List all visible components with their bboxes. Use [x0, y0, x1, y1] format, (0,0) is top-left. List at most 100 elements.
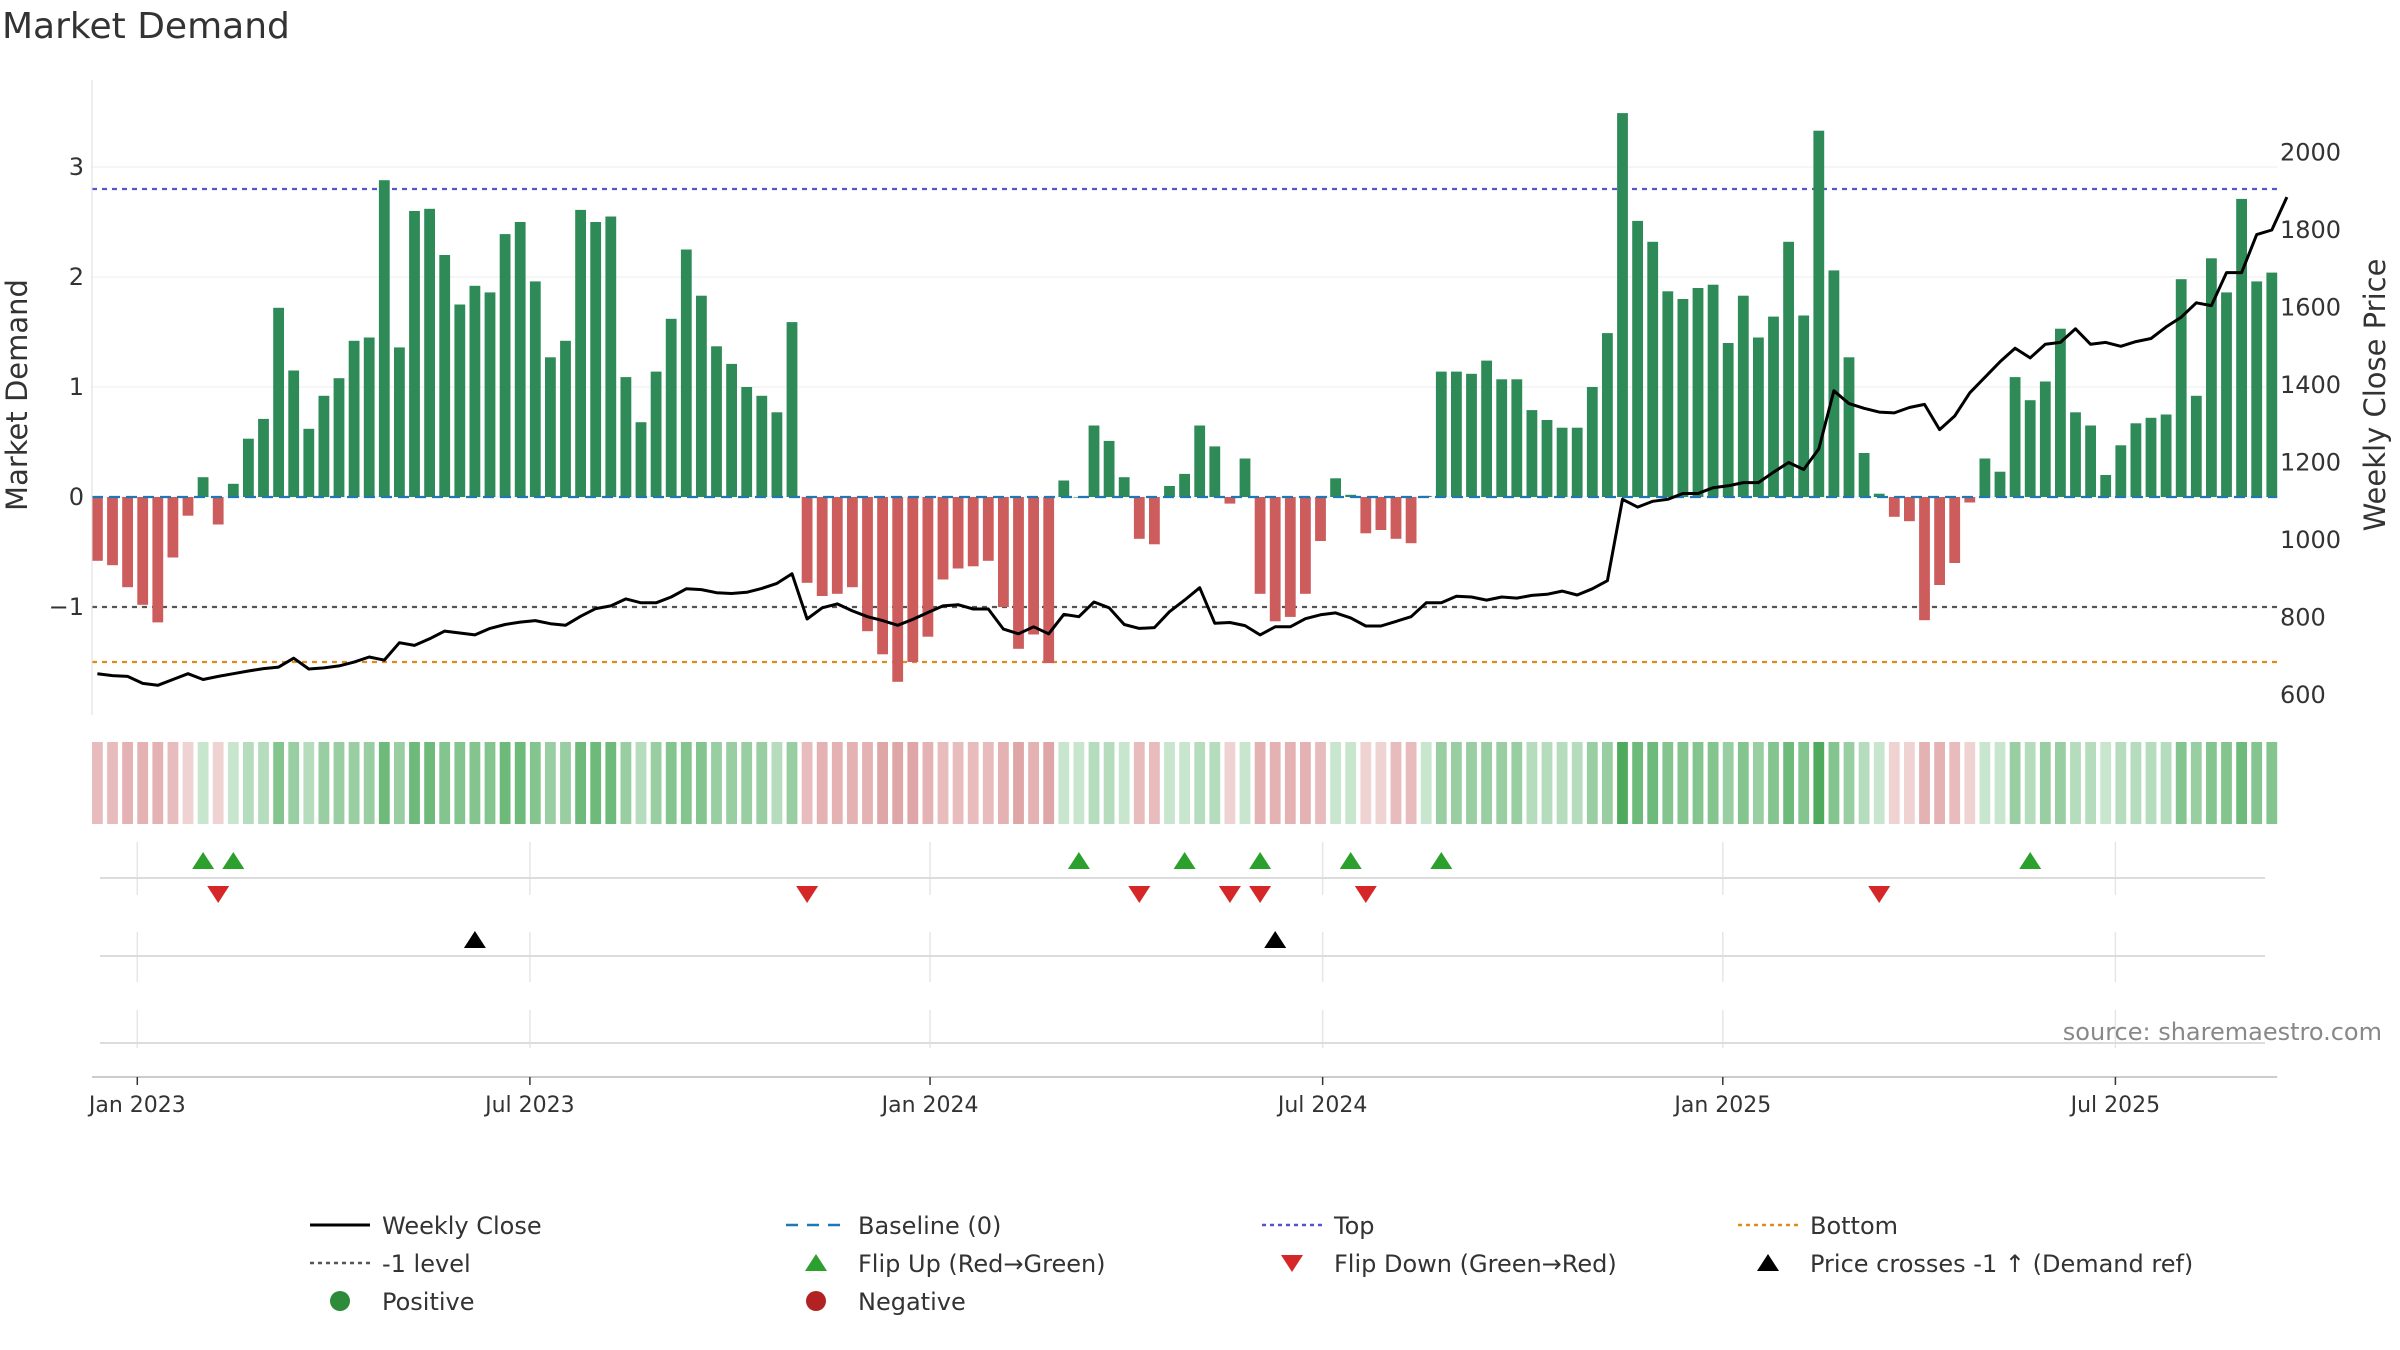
demand-bar-113: [1798, 315, 1810, 497]
heat-cell-91: [1466, 742, 1477, 824]
demand-bar-125: [1979, 458, 1991, 497]
demand-bar-10: [243, 438, 254, 497]
demand-bar-68: [1118, 477, 1130, 497]
heat-cell-79: [1284, 742, 1296, 824]
heat-cell-130: [2055, 742, 2066, 824]
legend-item-5: Flip Up (Red→Green): [805, 1250, 1106, 1278]
demand-bar-50: [847, 497, 858, 588]
demand-bar-110: [1753, 337, 1764, 497]
weekly-close-line: [97, 196, 2289, 687]
flip-up-marker-4: [1249, 852, 1272, 869]
heat-cell-129: [2039, 742, 2051, 824]
heat-cell-52: [877, 742, 888, 824]
demand-bar-55: [922, 497, 934, 637]
demand-bar-71: [1164, 486, 1175, 497]
heat-cell-142: [2236, 742, 2247, 824]
heat-cell-120: [1904, 742, 1915, 824]
demand-bar-24: [454, 304, 466, 497]
demand-bar-86: [1390, 497, 1402, 539]
heat-cell-126: [1994, 742, 2006, 824]
heat-cell-128: [2024, 742, 2036, 824]
demand-bar-8: [212, 497, 224, 525]
heat-cell-119: [1888, 742, 1900, 824]
demand-bar-98: [1571, 427, 1583, 497]
heat-cell-58: [967, 742, 979, 824]
heat-cell-87: [1405, 742, 1417, 824]
heat-cell-55: [922, 742, 934, 824]
heat-cell-62: [1028, 742, 1039, 824]
demand-bar-30: [545, 357, 556, 497]
demand-bar-114: [1813, 130, 1825, 497]
demand-bar-26: [484, 292, 496, 497]
demand-bar-3: [137, 497, 149, 605]
demand-bar-95: [1526, 410, 1538, 497]
heat-cell-28: [514, 742, 526, 824]
heat-cell-94: [1511, 742, 1523, 824]
heat-cell-41: [711, 742, 722, 824]
heat-cell-68: [1118, 742, 1130, 824]
demand-bar-94: [1511, 379, 1523, 497]
heat-cell-23: [439, 742, 451, 824]
heat-cell-141: [2221, 742, 2232, 824]
demand-bar-39: [680, 249, 692, 497]
heat-cell-92: [1481, 742, 1492, 824]
heat-cell-104: [1662, 742, 1674, 824]
demand-bar-135: [2130, 423, 2142, 497]
heat-cell-136: [2145, 742, 2157, 824]
demand-bar-19: [378, 180, 390, 497]
demand-bar-14: [303, 428, 315, 497]
heat-cell-11: [258, 742, 269, 824]
heat-cell-74: [1209, 742, 1221, 824]
flip-up-marker-5: [1339, 852, 1362, 869]
demand-bar-103: [1647, 241, 1659, 497]
legend-label: Flip Up (Red→Green): [858, 1250, 1106, 1278]
demand-bar-130: [2055, 328, 2066, 497]
demand-bar-121: [1919, 497, 1930, 621]
heat-cell-50: [847, 742, 858, 824]
heat-cell-122: [1934, 742, 1945, 824]
demand-bars: [92, 113, 2278, 682]
demand-bar-109: [1737, 295, 1749, 497]
demand-bar-58: [967, 497, 979, 567]
heat-cell-5: [167, 742, 179, 824]
heat-cell-36: [635, 742, 647, 824]
heat-cell-93: [1496, 742, 1508, 824]
demand-bar-123: [1949, 497, 1961, 563]
demand-bar-38: [665, 318, 677, 497]
demand-bar-47: [801, 497, 813, 583]
demand-bar-23: [439, 255, 451, 497]
y2-tick-label-0: 600: [2280, 681, 2326, 709]
demand-bar-141: [2221, 292, 2232, 497]
date-tick-label-1: Jul 2023: [483, 1093, 575, 1118]
heat-cell-70: [1149, 742, 1160, 824]
legend-label: Price crosses -1 ↑ (Demand ref): [1810, 1250, 2193, 1278]
y-axis-title: Market Demand: [0, 279, 34, 511]
flip-down-marker-2: [1128, 886, 1151, 903]
heat-cell-44: [756, 742, 768, 824]
demand-bar-96: [1541, 420, 1553, 497]
heat-cell-135: [2130, 742, 2142, 824]
signal-markers: [100, 852, 2265, 1044]
y-tick-label-2: 1: [69, 373, 84, 401]
legend-item-9: Negative: [806, 1288, 966, 1316]
demand-bar-136: [2145, 417, 2157, 497]
heat-cell-106: [1692, 742, 1704, 824]
flip-up-marker-2: [1067, 852, 1090, 869]
heat-cell-137: [2160, 742, 2172, 824]
flip-down-marker-6: [1868, 886, 1891, 903]
heat-cell-144: [2266, 742, 2278, 824]
demand-bar-118: [1873, 493, 1885, 497]
legend-item-2: Top: [1262, 1212, 1375, 1240]
heat-cell-34: [605, 742, 617, 824]
demand-bar-9: [227, 483, 239, 497]
heat-cell-51: [862, 742, 873, 824]
demand-bar-115: [1828, 270, 1840, 497]
heat-cell-56: [937, 742, 949, 824]
heat-cell-123: [1949, 742, 1961, 824]
heat-cell-113: [1798, 742, 1810, 824]
heat-cell-59: [982, 742, 994, 824]
heat-cell-24: [454, 742, 466, 824]
heat-cell-89: [1435, 742, 1447, 824]
heat-cell-54: [907, 742, 919, 824]
demand-bar-117: [1858, 453, 1870, 497]
